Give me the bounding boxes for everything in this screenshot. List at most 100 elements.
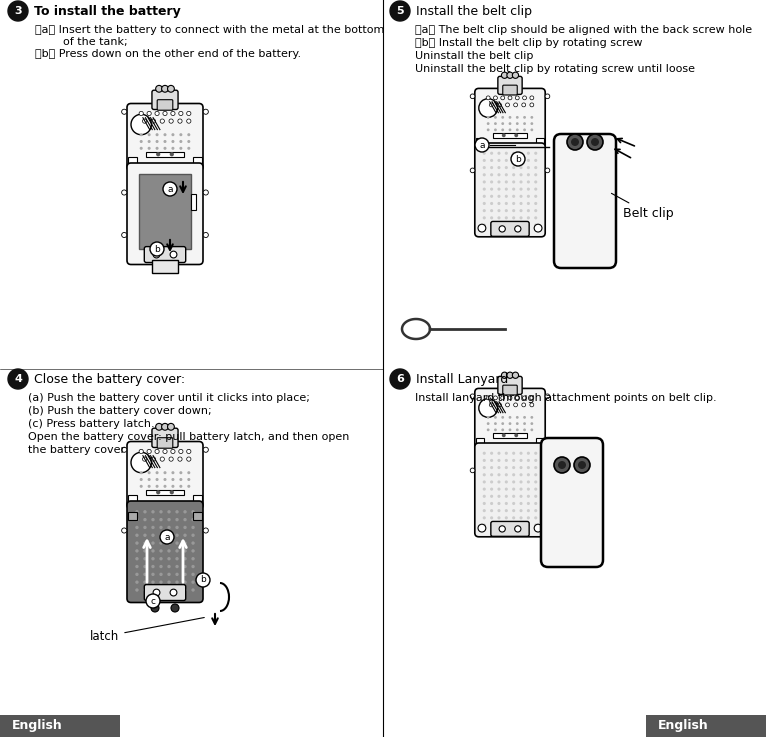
Circle shape bbox=[192, 510, 195, 514]
Text: (c) Press battery latch.: (c) Press battery latch. bbox=[28, 419, 155, 429]
Circle shape bbox=[490, 459, 493, 462]
Circle shape bbox=[486, 428, 489, 431]
Bar bbox=[193, 157, 201, 165]
Circle shape bbox=[494, 422, 497, 425]
Circle shape bbox=[178, 119, 182, 123]
Circle shape bbox=[490, 216, 493, 220]
Circle shape bbox=[148, 485, 151, 488]
FancyBboxPatch shape bbox=[475, 143, 545, 237]
Circle shape bbox=[152, 119, 155, 123]
Circle shape bbox=[483, 181, 486, 184]
Circle shape bbox=[483, 195, 486, 198]
Circle shape bbox=[187, 485, 190, 488]
Bar bbox=[476, 138, 484, 145]
Circle shape bbox=[505, 181, 508, 184]
Bar bbox=[129, 157, 137, 165]
Circle shape bbox=[155, 478, 159, 481]
Circle shape bbox=[475, 138, 489, 152]
Circle shape bbox=[494, 122, 497, 125]
Circle shape bbox=[506, 103, 509, 107]
Circle shape bbox=[159, 510, 162, 514]
Circle shape bbox=[159, 534, 162, 537]
Text: 6: 6 bbox=[396, 374, 404, 384]
Circle shape bbox=[139, 478, 142, 481]
Circle shape bbox=[509, 128, 512, 131]
Circle shape bbox=[519, 481, 522, 483]
Circle shape bbox=[516, 96, 519, 99]
Circle shape bbox=[155, 85, 162, 92]
Circle shape bbox=[168, 423, 175, 430]
Bar bbox=[493, 433, 527, 438]
Circle shape bbox=[490, 466, 493, 469]
Circle shape bbox=[155, 485, 159, 488]
Circle shape bbox=[183, 510, 187, 514]
Circle shape bbox=[162, 85, 169, 92]
Circle shape bbox=[512, 166, 516, 170]
Circle shape bbox=[497, 202, 500, 205]
Circle shape bbox=[8, 369, 28, 389]
Circle shape bbox=[516, 116, 519, 119]
Circle shape bbox=[523, 122, 526, 125]
FancyBboxPatch shape bbox=[127, 103, 203, 171]
Circle shape bbox=[508, 396, 512, 399]
Circle shape bbox=[8, 1, 28, 21]
Text: 〈b〉 Press down on the other end of the battery.: 〈b〉 Press down on the other end of the b… bbox=[35, 49, 301, 59]
Circle shape bbox=[505, 195, 508, 198]
Circle shape bbox=[490, 209, 493, 212]
Text: a: a bbox=[480, 141, 485, 150]
Circle shape bbox=[516, 396, 519, 399]
Circle shape bbox=[534, 459, 537, 462]
Circle shape bbox=[527, 473, 530, 476]
Circle shape bbox=[516, 422, 519, 425]
Circle shape bbox=[192, 573, 195, 576]
Circle shape bbox=[179, 147, 182, 150]
Circle shape bbox=[534, 181, 537, 184]
Circle shape bbox=[509, 122, 512, 125]
Circle shape bbox=[479, 99, 498, 117]
Circle shape bbox=[497, 466, 500, 469]
Circle shape bbox=[499, 226, 506, 232]
Circle shape bbox=[183, 525, 187, 529]
Circle shape bbox=[192, 557, 195, 560]
Circle shape bbox=[530, 416, 533, 419]
Circle shape bbox=[501, 96, 505, 99]
Circle shape bbox=[156, 490, 160, 495]
Circle shape bbox=[527, 159, 530, 162]
Circle shape bbox=[534, 166, 537, 170]
Circle shape bbox=[527, 202, 530, 205]
Circle shape bbox=[534, 473, 537, 476]
Circle shape bbox=[515, 525, 521, 532]
Circle shape bbox=[534, 159, 537, 162]
Text: b: b bbox=[200, 576, 206, 584]
Circle shape bbox=[163, 478, 166, 481]
Circle shape bbox=[519, 202, 522, 205]
Circle shape bbox=[139, 485, 142, 488]
Circle shape bbox=[155, 471, 159, 474]
Circle shape bbox=[122, 190, 126, 195]
Circle shape bbox=[470, 168, 475, 172]
Circle shape bbox=[143, 534, 146, 537]
Circle shape bbox=[136, 518, 139, 521]
Circle shape bbox=[571, 138, 579, 146]
Circle shape bbox=[155, 133, 159, 136]
Circle shape bbox=[162, 423, 169, 430]
Circle shape bbox=[501, 122, 504, 125]
Circle shape bbox=[534, 509, 537, 512]
Circle shape bbox=[497, 488, 500, 491]
Circle shape bbox=[148, 140, 151, 143]
Circle shape bbox=[534, 523, 537, 526]
Circle shape bbox=[512, 488, 516, 491]
Circle shape bbox=[179, 140, 182, 143]
Circle shape bbox=[155, 423, 162, 430]
Circle shape bbox=[192, 581, 195, 584]
Circle shape bbox=[486, 396, 490, 399]
Circle shape bbox=[159, 581, 162, 584]
Circle shape bbox=[527, 173, 530, 176]
Circle shape bbox=[545, 394, 550, 399]
Circle shape bbox=[527, 195, 530, 198]
Circle shape bbox=[159, 573, 162, 576]
Circle shape bbox=[163, 182, 177, 196]
Circle shape bbox=[497, 195, 500, 198]
Circle shape bbox=[172, 485, 175, 488]
Circle shape bbox=[470, 394, 475, 399]
